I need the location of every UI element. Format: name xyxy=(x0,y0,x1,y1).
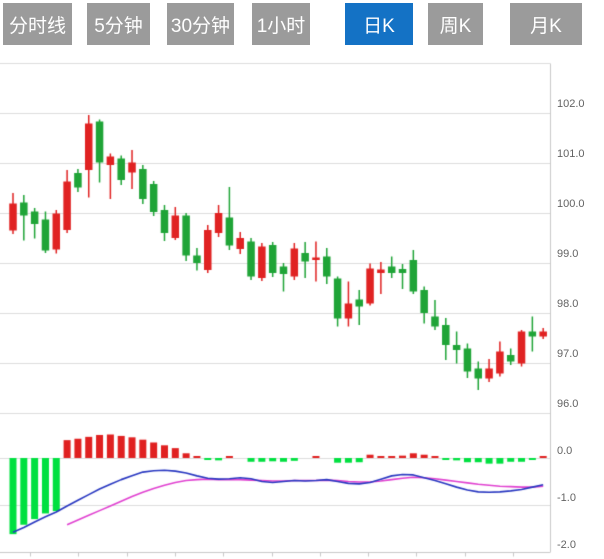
tab-5min[interactable]: 5分钟 xyxy=(87,3,150,45)
price-axis-label: 97.0 xyxy=(557,348,579,360)
tab-1hour[interactable]: 1小时 xyxy=(252,3,310,45)
price-axis-label: 99.0 xyxy=(557,248,579,260)
price-axis-label: 101.0 xyxy=(557,148,585,160)
period-tabbar: 分时线 5分钟 30分钟 1小时 日K 周K 月K xyxy=(0,0,604,48)
price-axis-label: 100.0 xyxy=(557,198,585,210)
macd-axis-label: -2.0 xyxy=(557,539,576,551)
macd-axis-label: 0.0 xyxy=(557,445,573,457)
price-axis-label: 102.0 xyxy=(557,98,585,110)
tab-30min[interactable]: 30分钟 xyxy=(167,3,234,45)
tab-monthly-k[interactable]: 月K xyxy=(510,3,582,45)
price-axis-label: 98.0 xyxy=(557,298,579,310)
price-axis-label: 96.0 xyxy=(557,398,579,410)
tab-weekly-k[interactable]: 周K xyxy=(428,3,483,45)
tab-daily-k[interactable]: 日K xyxy=(345,3,413,45)
macd-axis-label: -1.0 xyxy=(557,492,576,504)
tab-timeline[interactable]: 分时线 xyxy=(3,3,72,45)
